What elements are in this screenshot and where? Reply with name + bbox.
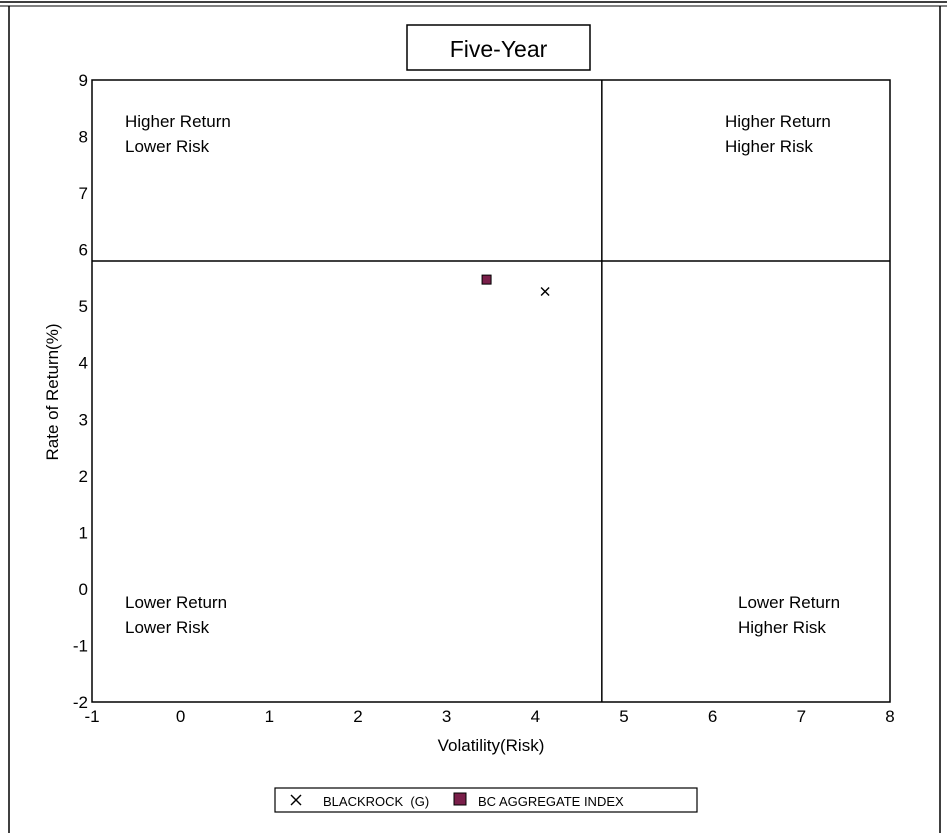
y-tick-label: 7 [79,184,88,203]
y-axis-label: Rate of Return(%) [43,324,62,461]
y-tick-label: 8 [79,128,88,147]
x-tick-label: -1 [84,707,99,726]
legend-marker-x-icon [290,794,302,806]
quadrant-top-right-line1: Higher Return [725,112,831,131]
quadrant-bottom-right-line1: Lower Return [738,593,840,612]
data-points [481,274,550,296]
y-tick-label: 9 [79,71,88,90]
x-tick-label: 7 [797,707,806,726]
y-tick-label: -2 [73,693,88,712]
legend-label-bc-aggregate: BC AGGREGATE INDEX [478,794,624,809]
x-tick-label: 2 [353,707,362,726]
y-tick-label: -1 [73,636,88,655]
x-tick-label: 6 [708,707,717,726]
point-blackrock [540,286,550,296]
x-tick-label: 4 [531,707,540,726]
x-axis-ticks: -1 0 1 2 3 4 5 6 7 8 [84,707,894,726]
y-tick-label: 5 [79,297,88,316]
legend-marker-square-icon [453,792,467,806]
x-tick-label: 0 [176,707,185,726]
quadrant-top-left-line1: Higher Return [125,112,231,131]
x-tick-label: 5 [619,707,628,726]
x-axis-label: Volatility(Risk) [438,736,545,755]
point-bc-aggregate-index [481,274,492,285]
y-tick-label: 1 [79,523,88,542]
y-tick-label: 0 [79,580,88,599]
y-tick-label: 6 [79,241,88,260]
quadrant-top-right-line2: Higher Risk [725,137,813,156]
x-tick-label: 3 [442,707,451,726]
chart-title: Five-Year [450,36,548,62]
plot-area [91,79,891,703]
y-tick-label: 2 [79,467,88,486]
y-tick-label: 4 [79,354,88,373]
title-box [406,24,591,71]
y-tick-label: 3 [79,410,88,429]
x-tick-label: 1 [265,707,274,726]
quadrant-top-left-line2: Lower Risk [125,137,210,156]
legend-label-blackrock: BLACKROCK (G) [323,794,429,809]
y-axis-ticks: -2 -1 0 1 2 3 4 5 6 7 8 9 [73,71,88,712]
quadrant-bottom-right-line2: Higher Risk [738,618,826,637]
legend-box [274,787,698,813]
quadrant-bottom-left-line2: Lower Risk [125,618,210,637]
quadrant-bottom-left-line1: Lower Return [125,593,227,612]
x-tick-label: 8 [885,707,894,726]
